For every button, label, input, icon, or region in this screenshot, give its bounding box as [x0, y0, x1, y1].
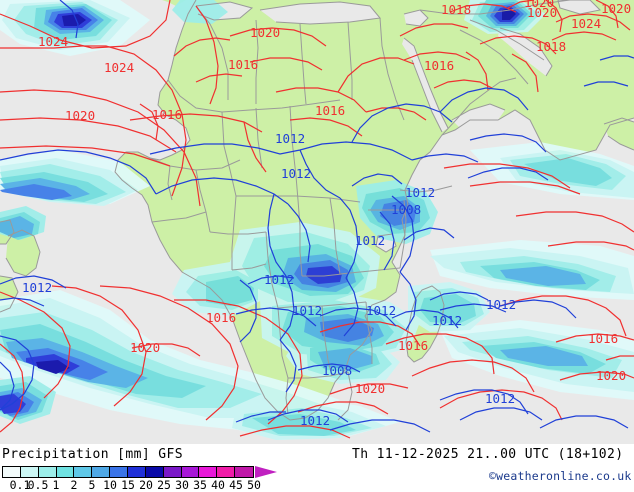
isobar-label: 1008: [391, 202, 421, 217]
isobar-label: 1016: [398, 338, 428, 353]
legend-tick-2: 2: [70, 478, 78, 492]
isobar-label: 1018: [441, 2, 471, 17]
isobar-label: 1012: [355, 233, 385, 248]
precipitation-map[interactable]: 1024 1024 1020 1016 1016 1020 1016 1016 1018 1020…: [0, 0, 634, 444]
legend-tick-20: 20: [139, 478, 153, 492]
isobar-label: 1024: [38, 34, 68, 49]
isobar-low-layer: [0, 0, 634, 433]
copyright-notice: ©weatheronline.co.uk: [489, 469, 632, 483]
isobar-label: 1012: [264, 272, 294, 287]
legend-tick-40: 40: [211, 478, 225, 492]
persian-gulf: [498, 28, 552, 76]
legend-tick-25: 25: [157, 478, 171, 492]
isobar-label: 1016: [152, 107, 182, 122]
legend-tick-10: 10: [103, 478, 117, 492]
isobar-label: 1024: [104, 60, 134, 75]
isobar-label: 1012: [486, 297, 516, 312]
isobar-label: 1020: [355, 381, 385, 396]
legend-swatch-15: [110, 467, 129, 477]
isobar-label: 1012: [292, 303, 322, 318]
legend-swatch-30: [163, 467, 182, 477]
india-fringe: [604, 118, 634, 150]
isobar-label: 1016: [588, 331, 618, 346]
legend-tick-15: 15: [121, 478, 135, 492]
isobar-label: 1008: [322, 363, 352, 378]
isobar-label: 1016: [424, 58, 454, 73]
south-america-fringe: [6, 230, 40, 276]
isobar-label: 1012: [275, 131, 305, 146]
footer-datetime: Th 11-12-2025 21..00 UTC (18+102): [352, 447, 624, 462]
legend-tick-30: 30: [175, 478, 189, 492]
legend-swatch-10: [92, 467, 111, 477]
isobar-label: 1016: [315, 103, 345, 118]
legend-swatch-40: [199, 467, 218, 477]
isobar-label: 1020: [250, 25, 280, 40]
legend-swatch-0.1: [3, 467, 21, 477]
legend-tick-0.1: 0.1: [9, 478, 31, 492]
gulf-of-aden: [452, 104, 505, 128]
isobar-label: 1012: [405, 185, 435, 200]
mediterranean-east: [404, 10, 428, 26]
isobar-label: 1020: [65, 108, 95, 123]
legend-tick-5: 5: [88, 478, 96, 492]
legend-tick-0.5: 0.5: [27, 478, 49, 492]
legend-swatch-5: [74, 467, 93, 477]
isobar-label: 1024: [571, 16, 601, 31]
legend-swatch-20: [128, 467, 146, 477]
legend-tick-35: 35: [193, 478, 207, 492]
isobar-label: 1012: [22, 280, 52, 295]
legend-tick-45: 45: [229, 478, 243, 492]
footer-title: Precipitation [mm] GFS: [2, 447, 183, 462]
isobar-label: 1016: [228, 57, 258, 72]
legend-swatch-2: [56, 467, 75, 477]
red-sea: [402, 38, 448, 132]
isobar-label: 1012: [281, 166, 311, 181]
legend-swatch-35: [181, 467, 200, 477]
isobar-label: 1012: [432, 313, 462, 328]
legend-overflow-arrow-icon: [255, 466, 277, 478]
precipitation-legend[interactable]: 0.1 0.5 1 2 5 10 15 20 25 30 35 40 45 50: [2, 466, 332, 492]
legend-tick-labels: 0.1 0.5 1 2 5 10 15 20 25 30 35 40 45 50: [2, 478, 332, 492]
isobar-label: 1020: [524, 0, 554, 10]
legend-swatch-1: [38, 467, 57, 477]
isobar-label: 1020: [130, 340, 160, 355]
isobar-label: 1020: [527, 5, 557, 20]
legend-swatch-0.5: [20, 467, 39, 477]
mediterranean-sea: [260, 2, 380, 24]
footer-bar: Precipitation [mm] GFS Th 11-12-2025 21.…: [0, 444, 634, 492]
legend-tick-50: 50: [247, 478, 261, 492]
isobar-label: 1020: [596, 368, 626, 383]
isobar-label: 1012: [300, 413, 330, 428]
isobar-label: 1020: [601, 1, 631, 16]
isobar-label: 1016: [206, 310, 236, 325]
isobar-label: 1012: [366, 303, 396, 318]
legend-swatch-45: [217, 467, 236, 477]
isobar-high-layer: [0, 0, 634, 439]
legend-swatch-25: [145, 467, 164, 477]
legend-color-bar[interactable]: [2, 466, 254, 478]
isobar-label: 1018: [536, 39, 566, 54]
isobar-label: 1012: [485, 391, 515, 406]
legend-tick-1: 1: [52, 478, 60, 492]
legend-swatch-50: [235, 467, 254, 477]
